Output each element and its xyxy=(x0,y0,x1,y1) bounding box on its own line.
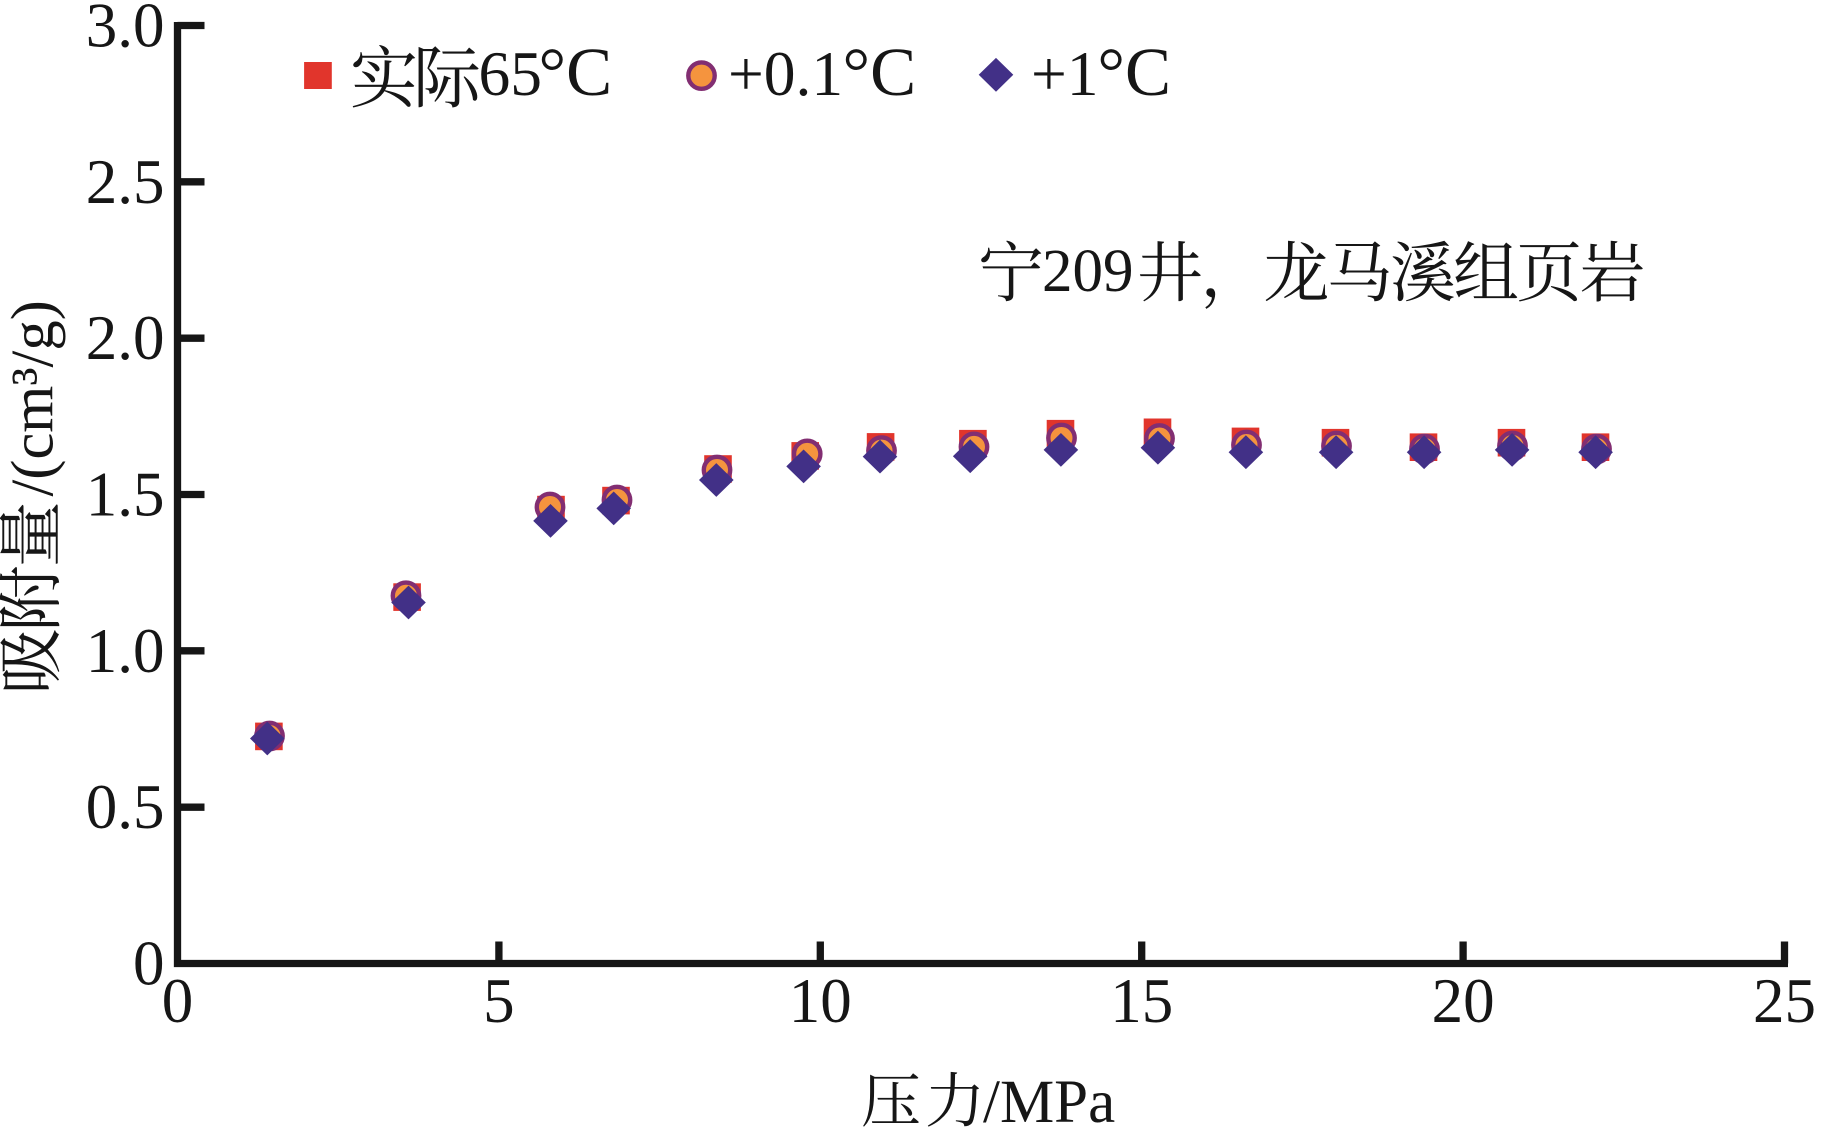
svg-text:2.0: 2.0 xyxy=(86,303,165,373)
svg-text:+0.1: +0.1 xyxy=(728,38,843,109)
svg-text:1.0: 1.0 xyxy=(86,616,165,686)
svg-text:25: 25 xyxy=(1753,966,1816,1036)
svg-text:/MPa: /MPa xyxy=(983,1069,1115,1132)
svg-text:5: 5 xyxy=(483,966,515,1036)
svg-text:°C: °C xyxy=(539,34,613,110)
svg-text:/(cm³/g): /(cm³/g) xyxy=(0,300,67,496)
svg-text:°C: °C xyxy=(843,34,917,110)
svg-text:209: 209 xyxy=(1042,238,1134,305)
svg-text:15: 15 xyxy=(1110,966,1173,1036)
svg-text:20: 20 xyxy=(1432,966,1495,1036)
svg-text:0.5: 0.5 xyxy=(86,772,165,842)
svg-text:0: 0 xyxy=(162,966,194,1036)
svg-text:10: 10 xyxy=(789,966,852,1036)
svg-text:3.0: 3.0 xyxy=(86,0,165,61)
svg-text:2.5: 2.5 xyxy=(86,147,165,217)
svg-text:°C: °C xyxy=(1097,34,1171,110)
svg-text:1.5: 1.5 xyxy=(86,460,165,530)
svg-text:0: 0 xyxy=(133,929,165,999)
svg-text:65: 65 xyxy=(479,38,543,109)
svg-text:+1: +1 xyxy=(1031,38,1099,109)
